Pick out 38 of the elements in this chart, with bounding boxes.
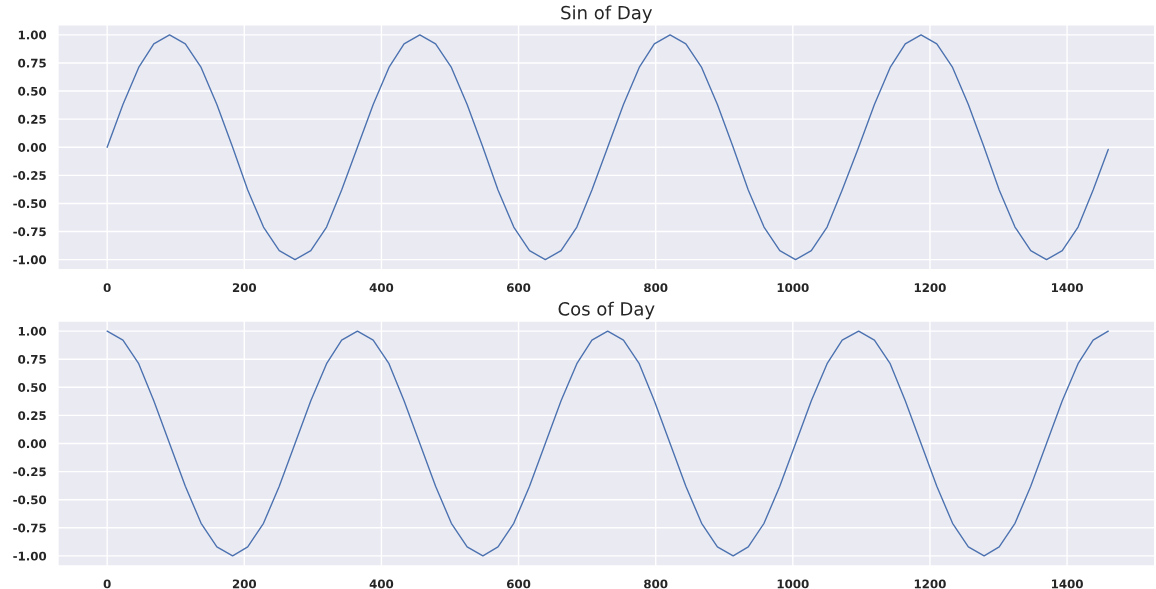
y-tick-label: -1.00 bbox=[13, 255, 47, 265]
x-tick-label: 1200 bbox=[914, 579, 946, 589]
x-tick-label: 800 bbox=[644, 579, 668, 589]
y-tick-label: -0.50 bbox=[13, 199, 47, 209]
x-tick-label: 200 bbox=[232, 283, 257, 293]
x-tick-label: 600 bbox=[506, 579, 531, 589]
x-tick-label: 200 bbox=[232, 579, 257, 589]
x-tick-label: 0 bbox=[103, 579, 111, 589]
x-tick-label: 1200 bbox=[914, 283, 946, 293]
x-tick-label: 400 bbox=[369, 283, 394, 293]
y-tick-label: 0.50 bbox=[18, 86, 47, 96]
y-tick-label: -0.25 bbox=[13, 467, 46, 477]
y-tick-label: 0.00 bbox=[18, 439, 47, 449]
x-tick-label: 1000 bbox=[777, 579, 809, 589]
y-tick-label: -1.00 bbox=[13, 551, 47, 561]
y-tick-label: 0.25 bbox=[18, 411, 46, 421]
x-tick-label: 0 bbox=[103, 283, 111, 293]
y-tick-label: -0.75 bbox=[13, 523, 46, 533]
y-tick-label: -0.25 bbox=[13, 171, 46, 180]
y-tick-label: 0.50 bbox=[18, 383, 47, 392]
x-tick-label: 1400 bbox=[1051, 579, 1083, 589]
x-tick-label: 800 bbox=[644, 283, 668, 293]
line-series bbox=[106, 34, 1109, 261]
y-tick-label: 0.75 bbox=[18, 58, 46, 68]
y-tick-label: 0.25 bbox=[18, 114, 46, 124]
y-tick-label: -0.75 bbox=[13, 227, 46, 237]
y-tick-label: 0.75 bbox=[18, 354, 46, 364]
chart-title: Cos of Day bbox=[558, 301, 655, 320]
x-tick-label: 400 bbox=[369, 579, 394, 589]
y-tick-label: 1.00 bbox=[18, 30, 47, 40]
y-tick-label: 1.00 bbox=[18, 326, 47, 336]
chart-title: Sin of Day bbox=[561, 5, 653, 23]
x-tick-label: 600 bbox=[506, 283, 531, 293]
line-series bbox=[106, 330, 1109, 557]
x-tick-label: 1000 bbox=[777, 283, 809, 293]
y-tick-label: 0.00 bbox=[18, 142, 47, 152]
x-tick-label: 1400 bbox=[1051, 283, 1083, 293]
y-tick-label: -0.50 bbox=[13, 495, 47, 505]
